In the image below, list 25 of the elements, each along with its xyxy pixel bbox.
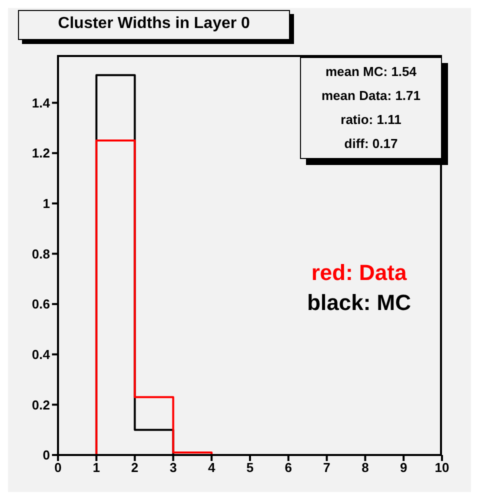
text: red: Data [310,259,408,287]
text: black: MC [307,289,411,317]
annotation: mean Data: 1.71 [320,87,422,105]
x-tick-label: 9 [400,460,408,476]
y-tick-label: 1.4 [32,95,51,110]
x-tick-label: 5 [246,460,254,476]
y-tick-label: 0.2 [32,397,50,412]
annotation: mean MC: 1.54 [324,63,418,81]
y-tick-label: 0 [42,448,50,463]
y-tick-label: 0.6 [32,296,50,312]
x-tick-label: 3 [170,460,177,476]
x-tick-label: 7 [323,460,330,476]
x-tick-label: 6 [284,460,292,476]
x-tick-label: 2 [131,460,138,476]
x-tick-label: 4 [208,460,216,476]
annotation: diff: 0.17 [343,135,399,153]
y-tick-label: 1.2 [32,146,50,161]
x-tick-label: 0 [54,460,62,476]
x-tick-label: 8 [362,460,369,476]
annotation: ratio: 1.11 [340,111,402,129]
x-tick-label: 10 [434,460,450,476]
y-tick-label: 1 [42,196,50,212]
y-tick-label: 0.8 [32,246,50,262]
y-tick-label: 0.4 [32,346,51,362]
x-tick-label: 1 [92,460,100,476]
